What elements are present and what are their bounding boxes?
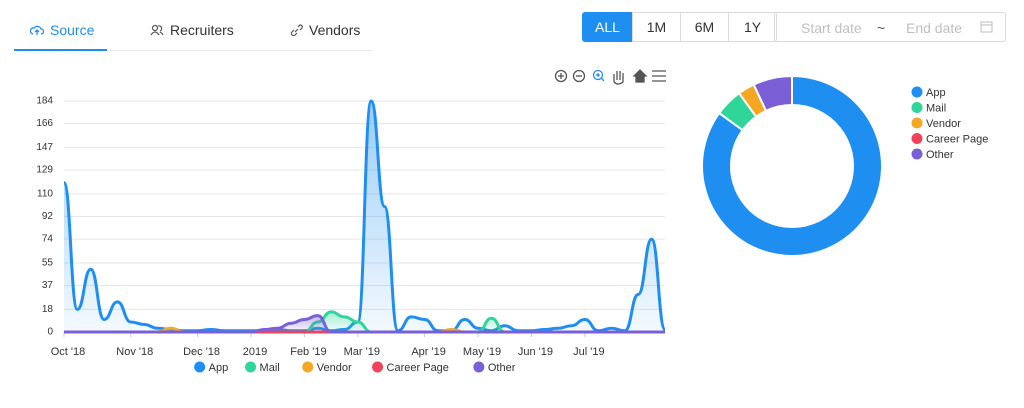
calendar-icon — [980, 21, 993, 33]
x-tick-label: Dec '18 — [183, 346, 220, 358]
zoom-out-button[interactable] — [572, 69, 586, 83]
y-tick-label: 55 — [42, 258, 54, 269]
range-button[interactable]: 1M — [632, 12, 681, 42]
y-tick-label: 0 — [47, 327, 53, 338]
legend-marker — [911, 86, 923, 98]
y-tick-label: 110 — [37, 189, 53, 200]
legend-marker — [911, 117, 923, 129]
y-tick-label: 184 — [36, 96, 53, 107]
legend-label: Career Page — [387, 362, 449, 374]
x-tick-label: Apr '19 — [411, 346, 446, 358]
tab-label: Vendors — [309, 22, 361, 38]
tab-label: Source — [50, 22, 95, 38]
legend-marker — [372, 361, 384, 373]
donut-segment — [701, 74, 883, 257]
series-line — [62, 99, 667, 333]
x-tick-label: 2019 — [243, 346, 267, 358]
y-tick-label: 37 — [42, 280, 54, 291]
tab[interactable]: Recruiters — [150, 22, 234, 38]
range-button[interactable]: 1Y — [728, 12, 777, 42]
date-range-picker[interactable]: Start date ~ End date — [774, 12, 1006, 42]
tab-label: Recruiters — [170, 22, 234, 38]
range-button[interactable]: ALL — [582, 12, 633, 42]
range-button[interactable]: 6M — [680, 12, 729, 42]
users-icon — [150, 24, 164, 36]
legend-marker — [911, 102, 923, 113]
donut-segment — [717, 91, 758, 132]
y-tick-label: 92 — [42, 211, 54, 222]
chart-toolbar — [554, 69, 666, 85]
donut-segment — [737, 83, 768, 119]
series-area — [64, 311, 665, 332]
legend-marker — [245, 361, 257, 373]
date-separator: ~ — [877, 20, 886, 36]
x-tick-label: May '19 — [463, 346, 501, 358]
x-tick-label: Oct '18 — [51, 346, 86, 358]
legend-label: App — [209, 362, 229, 374]
legend-label: App — [926, 87, 946, 99]
selection-zoom-button[interactable] — [592, 69, 605, 82]
legend-label: Other — [926, 149, 954, 161]
series-area — [64, 315, 665, 332]
zoom-in-button[interactable] — [554, 69, 568, 83]
y-tick-label: 74 — [42, 234, 54, 245]
end-date[interactable]: End date — [906, 20, 963, 36]
y-tick-label: 129 — [36, 165, 53, 176]
x-tick-label: Nov '18 — [116, 346, 153, 358]
legend-label: Mail — [926, 102, 946, 114]
legend-label: Vendor — [317, 362, 352, 374]
y-tick-label: 166 — [36, 118, 53, 129]
tab[interactable]: Source — [30, 22, 94, 38]
pan-button[interactable] — [613, 71, 624, 85]
tab-divider — [14, 50, 372, 51]
x-tick-label: Feb '19 — [290, 346, 326, 358]
legend-marker — [473, 361, 485, 373]
tab-indicator — [14, 49, 107, 51]
y-tick-label: 147 — [36, 142, 53, 153]
start-date[interactable]: Start date — [801, 20, 862, 36]
y-tick-label: 18 — [42, 304, 54, 315]
x-tick-label: Mar '19 — [344, 346, 380, 358]
legend-marker — [302, 361, 314, 373]
range-group: ALL 1M 6M 1Y — [582, 12, 777, 42]
menu-button[interactable] — [652, 70, 666, 82]
series-area — [64, 328, 665, 332]
legend-marker — [911, 133, 923, 144]
legend-label: Vendor — [926, 118, 961, 130]
x-tick-label: Jul '19 — [573, 346, 604, 358]
legend-label: Other — [488, 362, 516, 374]
series-line — [64, 326, 665, 334]
donut-segment — [752, 74, 793, 113]
series-line — [64, 310, 665, 334]
series-area — [64, 101, 665, 332]
tab[interactable]: Vendors — [289, 22, 360, 38]
x-tick-label: Jun '19 — [518, 346, 553, 358]
legend-label: Mail — [260, 362, 280, 374]
reset-button[interactable] — [632, 69, 648, 83]
cloud-icon — [30, 25, 44, 35]
legend-marker — [194, 361, 206, 373]
legend-marker — [911, 148, 923, 160]
series-line — [64, 314, 665, 334]
legend-label: Career Page — [926, 133, 988, 145]
link-icon — [290, 24, 303, 36]
